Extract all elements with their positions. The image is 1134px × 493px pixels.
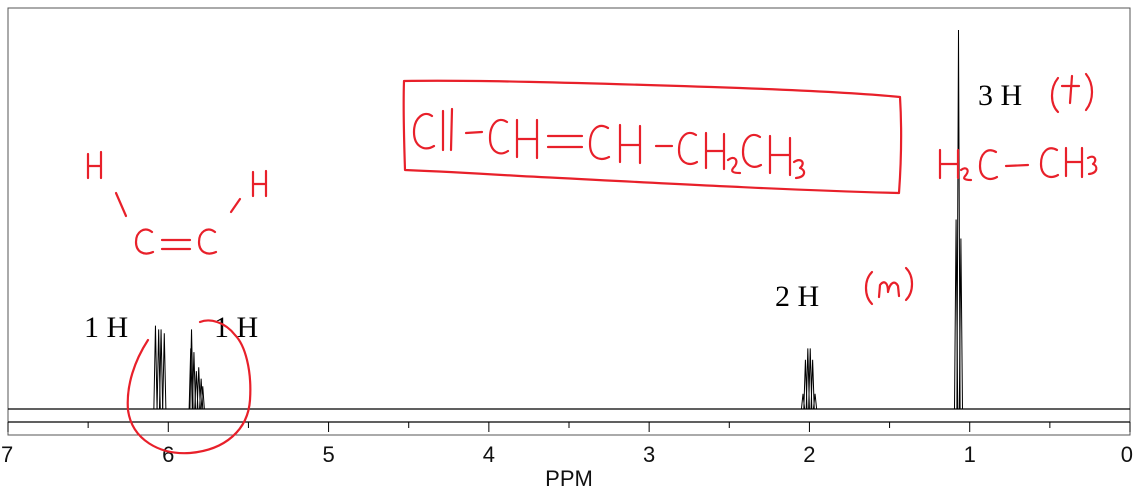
formula-box: [402, 79, 903, 195]
peak-line-0-3: [162, 333, 167, 410]
integration-label-2-00: 2 H: [775, 280, 819, 313]
x-tick-label-2: 2: [803, 442, 815, 467]
peak-line-0-2: [158, 329, 164, 410]
handwritten-ethyl-fragment: [938, 148, 960, 180]
alkene-peaks-circle: [126, 319, 252, 455]
peak-line-3-1: [956, 29, 961, 410]
spectrum-peaks: [153, 29, 963, 410]
alkene-sketch: [86, 150, 103, 180]
handwritten-triplet-note: [1050, 76, 1060, 114]
x-tick-label-0: 0: [1121, 442, 1133, 467]
integration-label-5-82: 1 H: [214, 311, 258, 344]
integration-label-1-05: 3 H: [978, 79, 1022, 112]
peak-line-3-2: [958, 238, 963, 410]
x-tick-label-4: 4: [483, 442, 495, 467]
plot-frame: [7, 7, 1131, 436]
x-tick-label-5: 5: [322, 442, 334, 467]
peak-line-2-5: [812, 393, 818, 410]
peak-line-0-0: [153, 325, 158, 410]
handwritten-multiplet-note: [864, 270, 874, 306]
x-axis-title: PPM: [545, 466, 593, 491]
integration-label-6-03: 1 H: [84, 311, 128, 344]
x-tick-label-6: 6: [162, 442, 174, 467]
x-tick-label-7: 7: [1, 442, 13, 467]
handwritten-Cl: [412, 112, 436, 150]
x-tick-label-3: 3: [643, 442, 655, 467]
peak-line-1-2: [191, 352, 197, 410]
peak-line-2-4: [810, 359, 815, 410]
x-tick-label-1: 1: [964, 442, 976, 467]
handwritten-annotations: [86, 72, 1098, 455]
x-axis-ticks: 7 6 5 4 3 2 1 0: [1, 422, 1133, 467]
peak-line-1-6: [200, 386, 205, 410]
